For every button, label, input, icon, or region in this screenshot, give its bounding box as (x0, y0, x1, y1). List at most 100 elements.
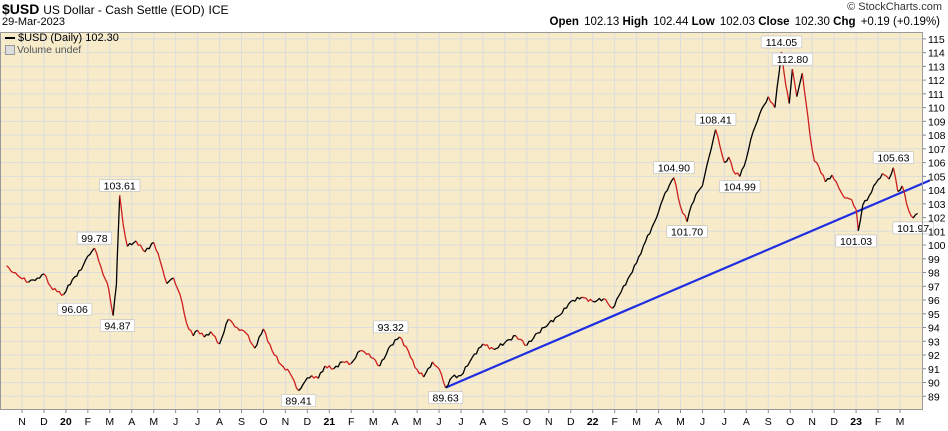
price-line-segment (451, 374, 462, 379)
symbol-title: $USD US Dollar - Cash Settle (EOD) ICE (2, 1, 229, 17)
callout-box (872, 151, 915, 164)
chg-label: Chg (833, 16, 856, 28)
price-line-segment (57, 290, 64, 296)
price-line-segment (686, 205, 693, 222)
price-line-segment (791, 68, 798, 97)
value-callout: 101.03 (835, 234, 877, 248)
price-line-segment (697, 185, 703, 192)
price-line-segment (875, 173, 883, 184)
price-line-segment (423, 361, 434, 378)
y-tick-label: 113 (928, 61, 945, 73)
x-tick-label: A (392, 416, 399, 428)
callout-box (760, 35, 803, 49)
price-line-segment (218, 319, 229, 345)
price-line-segment (210, 331, 220, 345)
price-line-segment (708, 129, 717, 158)
price-line-segment (119, 195, 124, 224)
trend-line (445, 179, 931, 389)
callout-box (695, 113, 737, 126)
price-line-segment (493, 342, 506, 351)
price-line-segment (37, 273, 45, 279)
callout-box (99, 179, 141, 192)
x-tick-label: O (523, 416, 531, 428)
price-line-segment (460, 357, 473, 377)
y-tick-label: 101 (928, 226, 946, 238)
callout-box (281, 394, 317, 407)
price-line-segment (431, 361, 440, 370)
x-tick-label: J (700, 416, 705, 428)
price-line-segment (100, 266, 106, 280)
price-line-segment (515, 335, 527, 347)
price-line-segment (185, 323, 194, 337)
y-tick-label: 95 (928, 309, 940, 321)
price-line-segment (714, 129, 726, 163)
y-tick-label: 110 (928, 103, 945, 115)
value-callout: 89.41 (281, 394, 317, 408)
legend-volume-label: Volume undef (17, 44, 82, 56)
price-line-segment (657, 192, 666, 213)
price-line-segment (324, 365, 334, 370)
x-tick-label: J (458, 416, 463, 428)
y-tick-label: 99 (928, 254, 940, 266)
y-tick-label: 93 (928, 336, 940, 348)
callout-label: 89.63 (432, 393, 458, 405)
price-line-segment (368, 353, 381, 367)
price-line-segment (6, 265, 12, 272)
value-callout: 94.87 (99, 319, 136, 333)
chart-legend: $USD (Daily) 102.30 Volume undef (5, 32, 119, 56)
y-tick-label: 105 (928, 171, 946, 183)
price-line-segment (115, 251, 119, 285)
callout-box (428, 391, 464, 404)
price-line-segment (785, 85, 790, 104)
price-line-segment (831, 174, 840, 188)
value-callout: 112.80 (771, 52, 814, 66)
callout-label: 96.06 (62, 304, 88, 316)
x-tick-label: J (722, 416, 727, 428)
legend-series: $USD (Daily) 102.30 (5, 32, 119, 44)
price-line-segment (317, 365, 326, 379)
y-tick-label: 91 (928, 364, 940, 376)
price-line-segment (739, 158, 748, 177)
price-line-segment (796, 73, 803, 97)
price-line-segment (135, 240, 146, 253)
price-line-segment (818, 166, 827, 183)
x-tick-label: N (808, 416, 816, 428)
price-line-segment (629, 262, 638, 276)
price-line-segment (49, 285, 58, 293)
callout-label: 104.99 (724, 181, 756, 193)
value-callout: 103.61 (99, 179, 141, 192)
price-line-segment (548, 314, 561, 324)
price-line-segment (651, 211, 660, 228)
callout-label: 112.80 (777, 54, 808, 66)
price-line-segment (837, 186, 846, 199)
price-line-segment (350, 350, 361, 364)
price-line-segment (17, 274, 29, 283)
y-tick-label: 97 (928, 281, 940, 293)
legend-series-label: $USD (Daily) 102.30 (18, 32, 119, 44)
x-tick-label: N (18, 416, 26, 428)
y-tick-label: 100 (928, 240, 946, 252)
callout-label: 101.03 (840, 236, 872, 248)
y-tick-label: 90 (928, 378, 940, 390)
value-callout: 114.05 (760, 35, 803, 49)
y-tick-label: 96 (928, 295, 940, 307)
x-tick-label: F (348, 416, 354, 428)
x-tick-label: D (40, 416, 48, 428)
price-line-segment (126, 240, 137, 247)
price-line-segment (732, 170, 741, 177)
y-tick-label: 109 (928, 116, 946, 128)
x-tick-label: M (369, 416, 378, 428)
x-tick-label: 23 (850, 416, 862, 428)
value-callout: 101.70 (666, 225, 708, 239)
price-line-segment (192, 329, 198, 337)
high-value: 102.44 (653, 16, 689, 28)
x-tick-label: S (765, 416, 772, 428)
x-tick-label: M (676, 416, 685, 428)
price-line-segment (379, 344, 392, 367)
open-label: Open (549, 16, 579, 28)
price-line-segment (745, 132, 754, 159)
x-tick-label: 21 (323, 416, 335, 428)
y-tick-label: 111 (928, 89, 944, 101)
callout-box (76, 231, 112, 245)
y-tick-label: 89 (928, 391, 940, 403)
